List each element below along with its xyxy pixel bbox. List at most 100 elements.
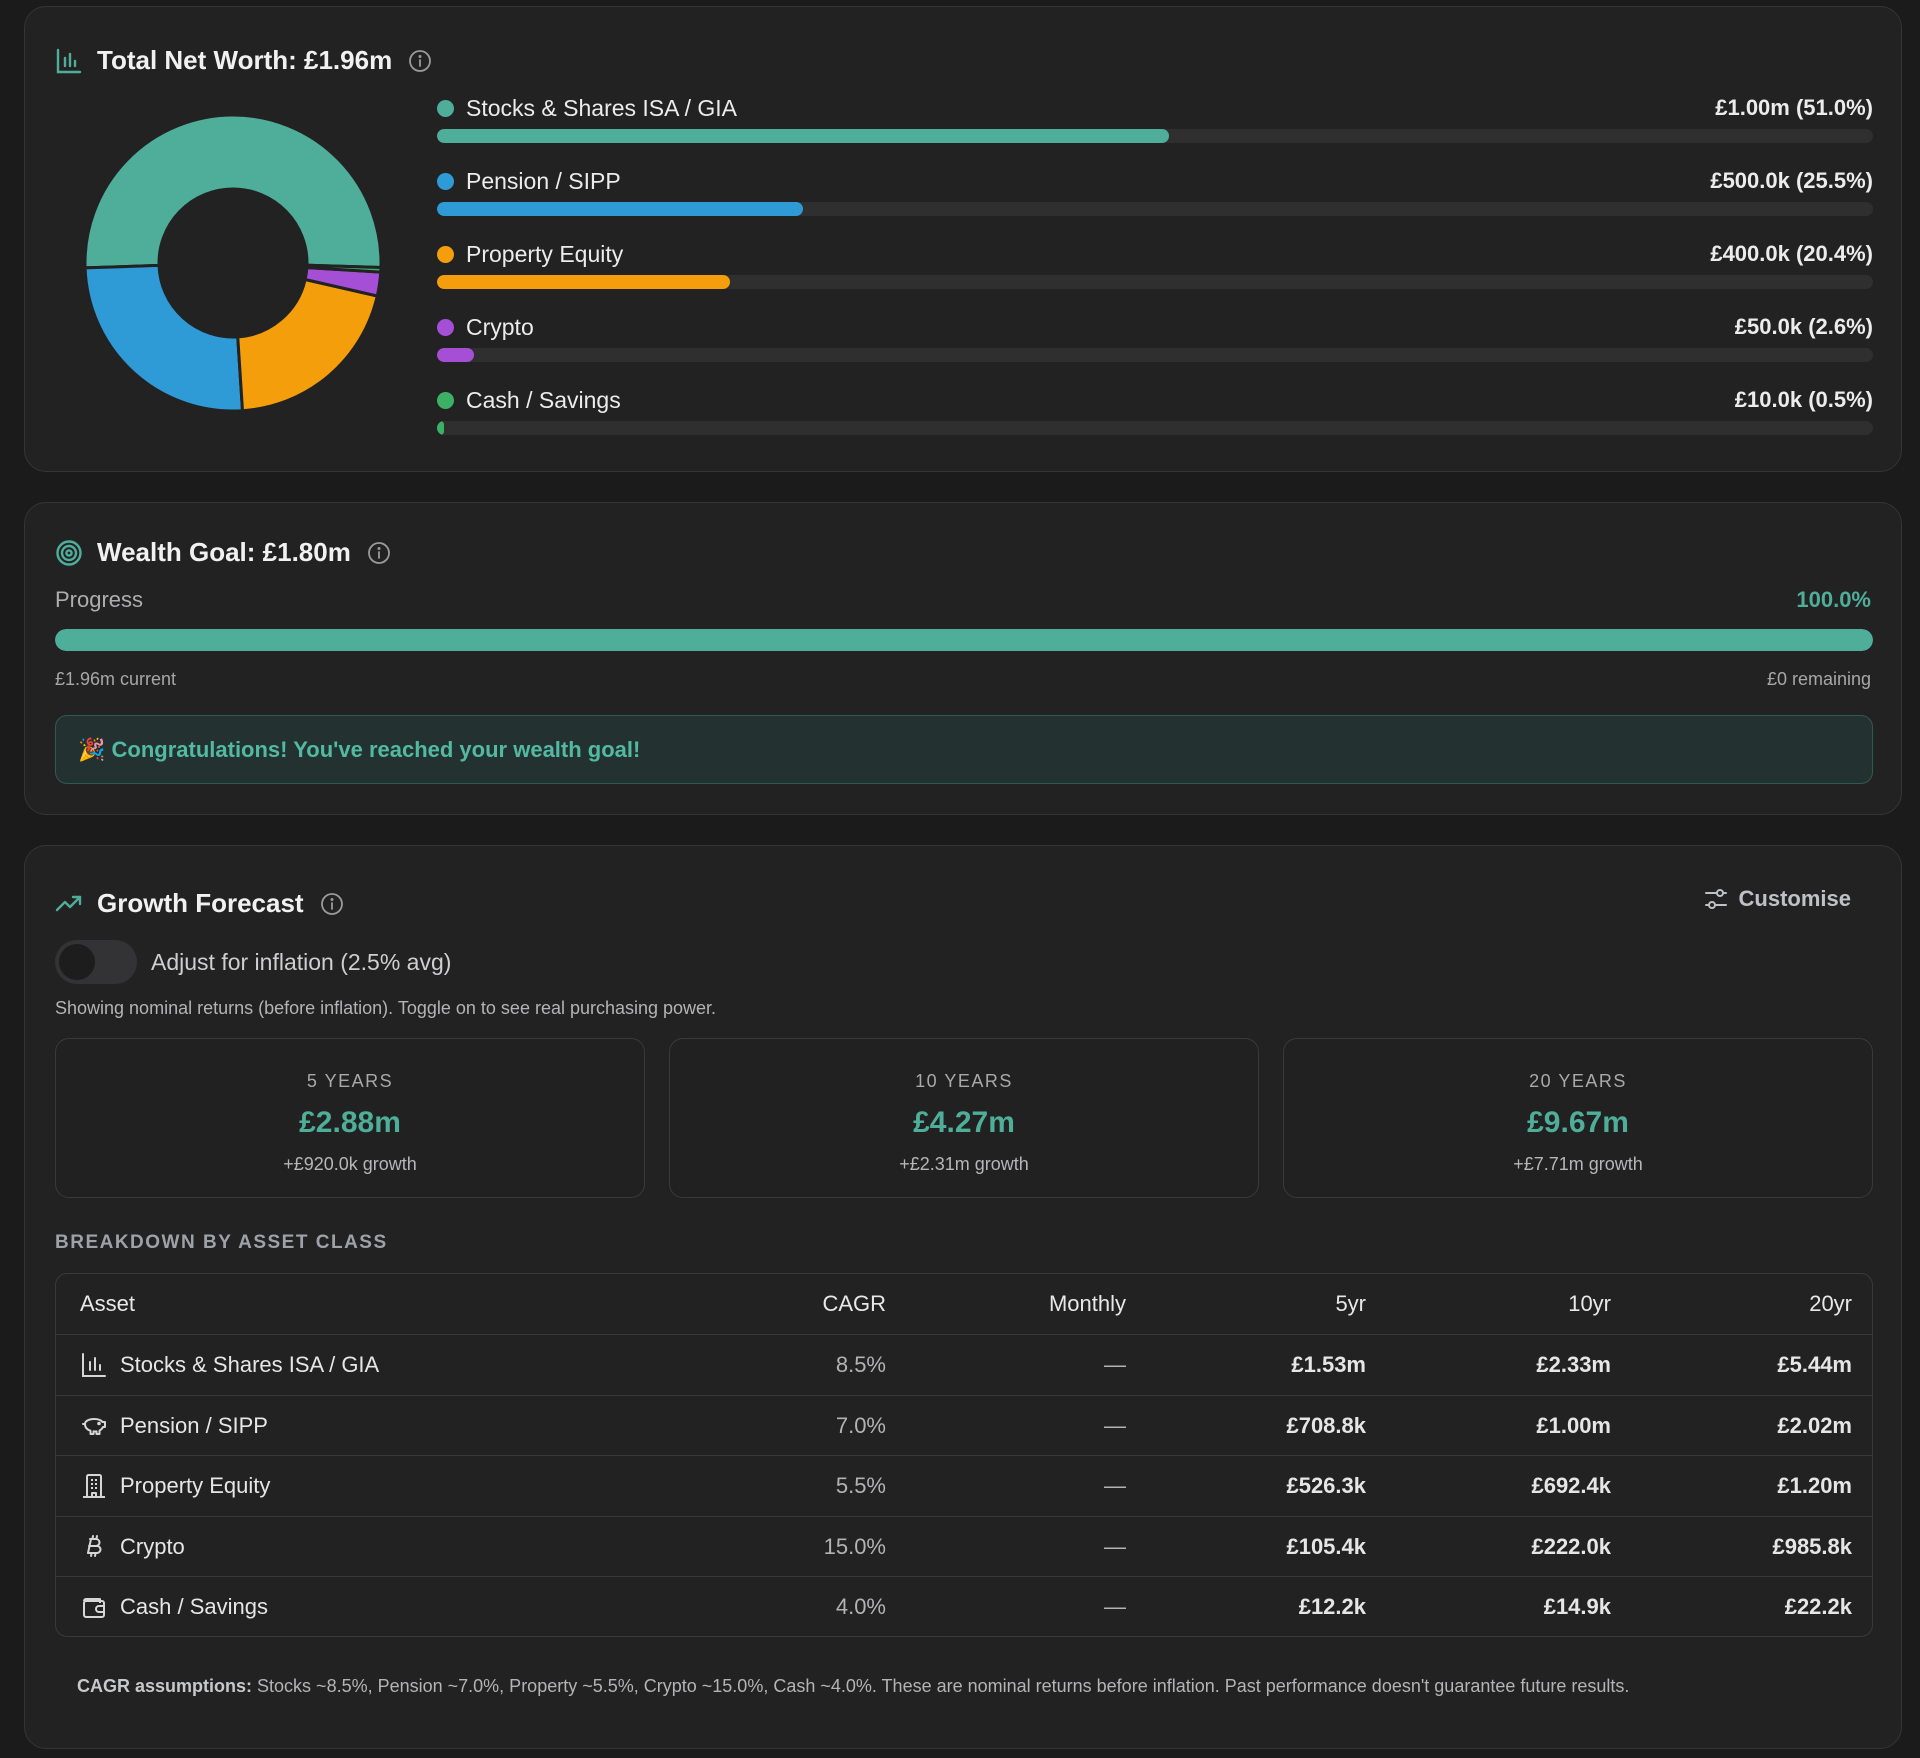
table-row: Stocks & Shares ISA / GIA 8.5% — £1.53m £2.3… bbox=[56, 1334, 1872, 1395]
asset-bar-fill bbox=[437, 275, 730, 289]
cell-asset: Crypto bbox=[80, 1517, 185, 1577]
customise-label: Customise bbox=[1738, 886, 1851, 911]
asset-name: Crypto bbox=[120, 1533, 185, 1559]
asset-row-stocks: Stocks & Shares ISA / GIA £1.00m (51.0%) bbox=[437, 95, 1873, 155]
growth-forecast-card: Growth Forecast Customise Adjust for inf… bbox=[24, 845, 1902, 1749]
asset-row-cash: Cash / Savings £10.0k (0.5%) bbox=[437, 387, 1873, 447]
wealth-goal-header: Wealth Goal: £1.80m bbox=[55, 537, 391, 568]
asset-bar-track bbox=[437, 129, 1873, 143]
col-header-cagr: CAGR bbox=[822, 1291, 886, 1316]
asset-bar-fill bbox=[437, 421, 445, 435]
legend-dot bbox=[437, 319, 454, 336]
table-row: Pension / SIPP 7.0% — £708.8k £1.00m £2.02m bbox=[56, 1394, 1872, 1456]
cell-cagr: 5.5% bbox=[835, 1473, 886, 1498]
asset-label: Pension / SIPP bbox=[437, 168, 621, 195]
projection-card-20yr: 20 YEARS £9.67m +£7.71m growth bbox=[1283, 1038, 1873, 1198]
projection-period: 20 YEARS bbox=[1529, 1071, 1627, 1091]
projection-amount: £2.88m bbox=[299, 1106, 401, 1139]
projection-period: 5 YEARS bbox=[306, 1071, 394, 1091]
cell-10yr: £2.33m bbox=[1536, 1352, 1611, 1377]
asset-name: Pension / SIPP bbox=[466, 168, 621, 194]
asset-bar-track bbox=[437, 421, 1873, 435]
nominal-returns-note: Showing nominal returns (before inflatio… bbox=[55, 998, 717, 1018]
inflation-toggle[interactable] bbox=[55, 940, 137, 984]
asset-bar-track bbox=[437, 202, 1873, 216]
legend-dot bbox=[437, 173, 454, 190]
asset-bar-track bbox=[437, 348, 1873, 362]
cell-asset: Pension / SIPP bbox=[80, 1396, 268, 1456]
cagr-footnote: CAGR assumptions: Stocks ~8.5%, Pension … bbox=[77, 1676, 1629, 1697]
asset-row-crypto: Crypto £50.0k (2.6%) bbox=[437, 314, 1873, 374]
cell-monthly: — bbox=[1104, 1352, 1126, 1377]
footnote-text: Stocks ~8.5%, Pension ~7.0%, Property ~5… bbox=[252, 1676, 1630, 1696]
cell-10yr: £14.9k bbox=[1543, 1594, 1611, 1619]
cell-20yr: £2.02m bbox=[1777, 1412, 1852, 1438]
cell-asset: Stocks & Shares ISA / GIA bbox=[80, 1335, 379, 1395]
growth-forecast-title: Growth Forecast bbox=[97, 888, 304, 918]
asset-name: Cash / Savings bbox=[120, 1594, 268, 1619]
cell-20yr: £1.20m bbox=[1777, 1473, 1852, 1498]
asset-label: Property Equity bbox=[437, 241, 623, 268]
donut-slice-pension bbox=[83, 263, 245, 413]
asset-name: Property Equity bbox=[120, 1473, 271, 1498]
cell-cagr: 7.0% bbox=[835, 1412, 886, 1438]
info-icon[interactable] bbox=[408, 49, 432, 73]
asset-bar-fill bbox=[437, 129, 1170, 143]
col-header-20yr: 20yr bbox=[1809, 1291, 1852, 1316]
asset-bar-fill bbox=[437, 348, 475, 362]
col-header-5yr: 5yr bbox=[1335, 1291, 1366, 1316]
cell-cagr: 8.5% bbox=[835, 1352, 886, 1377]
projection-period: 10 YEARS bbox=[915, 1071, 1013, 1091]
sliders-icon bbox=[1703, 886, 1729, 912]
col-header-asset: Asset bbox=[80, 1291, 136, 1316]
table-header-row: Asset CAGR Monthly 5yr 10yr 20yr bbox=[56, 1274, 1872, 1334]
asset-row-pension: Pension / SIPP £500.0k (25.5%) bbox=[437, 168, 1873, 228]
wealth-goal-card: Wealth Goal: £1.80m Progress 100.0% £1.9… bbox=[24, 502, 1902, 815]
trending-up-icon bbox=[55, 890, 83, 918]
target-icon bbox=[55, 539, 83, 567]
growth-forecast-header: Growth Forecast bbox=[55, 888, 344, 919]
cell-cagr: 15.0% bbox=[823, 1533, 886, 1559]
cell-asset: Cash / Savings bbox=[80, 1577, 268, 1636]
cell-10yr: £692.4k bbox=[1531, 1473, 1611, 1498]
goal-progress-bar bbox=[55, 629, 1873, 651]
asset-name: Stocks & Shares ISA / GIA bbox=[120, 1352, 380, 1377]
wealth-goal-title: Wealth Goal: £1.80m bbox=[97, 537, 351, 567]
asset-value: £1.00m (51.0%) bbox=[1715, 95, 1873, 120]
breakdown-heading: BREAKDOWN BY ASSET CLASS bbox=[55, 1232, 388, 1253]
projection-growth: +£2.31m growth bbox=[899, 1154, 1029, 1174]
legend-dot bbox=[437, 392, 454, 409]
cell-monthly: — bbox=[1104, 1473, 1126, 1498]
asset-value: £50.0k (2.6%) bbox=[1734, 314, 1873, 339]
asset-row-property: Property Equity £400.0k (20.4%) bbox=[437, 241, 1873, 301]
goal-current-value: £1.96m current bbox=[55, 669, 177, 689]
cell-10yr: £1.00m bbox=[1536, 1412, 1611, 1438]
asset-label: Cash / Savings bbox=[437, 387, 621, 414]
projection-growth: +£920.0k growth bbox=[283, 1154, 417, 1174]
net-worth-header: Total Net Worth: £1.96m bbox=[55, 45, 432, 76]
footnote-label: CAGR assumptions: bbox=[77, 1676, 253, 1696]
table-row: Cash / Savings 4.0% — £12.2k £14.9k £22.2k bbox=[56, 1576, 1872, 1636]
cell-20yr: £985.8k bbox=[1772, 1533, 1852, 1559]
goal-remaining-value: £0 remaining bbox=[1766, 669, 1871, 689]
col-header-10yr: 10yr bbox=[1568, 1291, 1611, 1316]
asset-name: Stocks & Shares ISA / GIA bbox=[466, 95, 738, 121]
info-icon[interactable] bbox=[320, 892, 344, 916]
asset-label: Stocks & Shares ISA / GIA bbox=[437, 95, 737, 122]
info-icon[interactable] bbox=[367, 541, 391, 565]
donut-slice-stocks bbox=[83, 113, 383, 270]
projection-amount: £9.67m bbox=[1527, 1106, 1629, 1139]
asset-name: Property Equity bbox=[466, 241, 624, 267]
projection-card-5yr: 5 YEARS £2.88m +£920.0k growth bbox=[55, 1038, 645, 1198]
asset-name: Crypto bbox=[466, 314, 534, 340]
cell-asset: Property Equity bbox=[80, 1456, 270, 1516]
donut-slice-cash bbox=[305, 263, 383, 274]
asset-value: £500.0k (25.5%) bbox=[1710, 168, 1873, 193]
toggle-knob bbox=[59, 944, 95, 980]
col-header-monthly: Monthly bbox=[1048, 1291, 1126, 1316]
asset-label: Crypto bbox=[437, 314, 534, 341]
customise-button[interactable]: Customise bbox=[1703, 886, 1851, 912]
cell-monthly: — bbox=[1104, 1533, 1126, 1559]
net-worth-card: Total Net Worth: £1.96m Stocks & Shares … bbox=[24, 6, 1902, 472]
piggy-bank-icon bbox=[80, 1412, 108, 1440]
